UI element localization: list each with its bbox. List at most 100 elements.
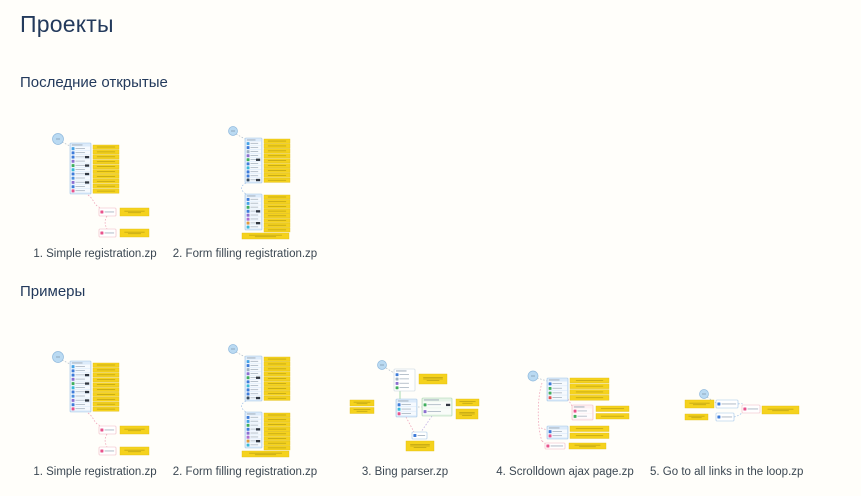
action-text-line bbox=[250, 206, 259, 208]
note-text-line bbox=[267, 155, 287, 157]
project-label: 1. Simple registration.zp bbox=[33, 248, 157, 260]
action-text-line bbox=[250, 146, 259, 148]
action-icon bbox=[246, 427, 250, 431]
action-icon bbox=[71, 386, 75, 390]
action-icon bbox=[71, 373, 75, 377]
project-card-example-1[interactable]: 1. Simple registration.zp bbox=[20, 333, 170, 479]
note-text-line bbox=[267, 229, 287, 231]
action-chip bbox=[256, 428, 261, 431]
action-text-line bbox=[75, 404, 85, 405]
action-text-line bbox=[250, 381, 259, 382]
section-heading-recent: Последние открытые bbox=[20, 74, 168, 91]
note-text-line bbox=[267, 160, 287, 161]
start-node-label-line bbox=[380, 364, 384, 366]
action-text-line bbox=[75, 148, 85, 149]
panel-header-line bbox=[247, 357, 256, 359]
action-text-line bbox=[75, 399, 85, 401]
project-card-recent-2[interactable]: 2. Form filling registration.zp bbox=[170, 115, 320, 261]
action-icon bbox=[246, 380, 250, 384]
note-text-line bbox=[96, 408, 116, 410]
note-text-line bbox=[267, 165, 287, 166]
action-icon bbox=[246, 166, 250, 170]
action-icon bbox=[71, 382, 75, 385]
action-icon bbox=[71, 185, 75, 189]
action-text-line bbox=[250, 416, 259, 418]
note-text-line bbox=[267, 170, 287, 171]
project-thumbnail bbox=[52, 133, 150, 238]
note-text-line bbox=[267, 393, 287, 394]
project-card-recent-1[interactable]: 1. Simple registration.zp bbox=[20, 115, 170, 261]
action-text-line bbox=[250, 175, 259, 177]
sticky-note bbox=[119, 425, 150, 435]
action-text-line bbox=[104, 211, 115, 213]
panel-header-line bbox=[247, 195, 256, 197]
note-text-line bbox=[575, 380, 604, 381]
action-icon bbox=[246, 435, 250, 439]
sticky-note bbox=[349, 399, 375, 407]
note-text-line bbox=[124, 449, 145, 451]
note-text-line bbox=[267, 140, 287, 142]
action-icon bbox=[395, 386, 399, 390]
action-icon bbox=[246, 174, 250, 178]
action-icon bbox=[246, 142, 250, 145]
action-text-line bbox=[250, 377, 259, 378]
action-text-line bbox=[399, 374, 409, 375]
action-icon bbox=[71, 180, 75, 184]
action-icon bbox=[246, 205, 250, 209]
action-icon bbox=[246, 225, 250, 229]
action-icon bbox=[246, 178, 250, 182]
note-text-line bbox=[127, 233, 142, 235]
note-text-line bbox=[96, 389, 116, 390]
panel-header-line bbox=[398, 400, 409, 402]
project-card-example-3[interactable]: 3. Bing parser.zp bbox=[330, 333, 480, 479]
note-text-line bbox=[353, 401, 371, 403]
action-icon bbox=[246, 158, 250, 162]
action-text-line bbox=[250, 222, 259, 224]
note-text-line bbox=[459, 412, 475, 413]
note-text-line bbox=[96, 185, 116, 187]
section-recent: Последние открытые 1. Simple registratio… bbox=[20, 73, 861, 261]
note-text-line bbox=[574, 444, 601, 446]
action-icon bbox=[246, 419, 250, 423]
action-chip bbox=[256, 221, 261, 225]
action-text-line bbox=[75, 181, 85, 183]
action-text-line bbox=[75, 391, 85, 393]
action-text-line bbox=[250, 163, 259, 164]
action-icon bbox=[413, 434, 417, 437]
action-text-line bbox=[104, 429, 115, 431]
action-text-line bbox=[250, 397, 259, 399]
connector-line bbox=[405, 416, 415, 433]
project-label: 3. Bing parser.zp bbox=[361, 466, 449, 478]
note-text-line bbox=[249, 234, 282, 236]
action-icon bbox=[71, 176, 75, 180]
action-text-line bbox=[250, 218, 259, 220]
project-thumbnail bbox=[527, 370, 630, 450]
action-text-line bbox=[552, 392, 562, 394]
action-icon bbox=[548, 434, 552, 438]
note-text-line bbox=[96, 364, 116, 366]
note-text-line bbox=[124, 428, 145, 430]
note-text-line bbox=[96, 180, 116, 182]
note-text-line bbox=[124, 210, 145, 212]
project-card-example-5[interactable]: 5. Go to all links in the loop.zp bbox=[650, 333, 803, 479]
action-icon bbox=[71, 164, 75, 167]
note-text-line bbox=[688, 415, 705, 417]
action-chip bbox=[256, 158, 261, 161]
note-text-line bbox=[459, 413, 475, 415]
connector-line bbox=[733, 411, 744, 418]
action-text-line bbox=[250, 142, 259, 144]
sticky-note bbox=[241, 232, 290, 240]
action-chip bbox=[85, 172, 90, 176]
note-text-line bbox=[96, 394, 116, 395]
action-chip bbox=[85, 382, 90, 385]
action-text-line bbox=[250, 151, 259, 152]
action-icon bbox=[395, 377, 399, 381]
project-card-example-4[interactable]: 4. Scrolldown ajax page.zp bbox=[490, 333, 640, 479]
project-card-example-2[interactable]: 2. Form filling registration.zp bbox=[170, 333, 320, 479]
action-text-line bbox=[250, 360, 259, 362]
action-text-line bbox=[250, 364, 259, 366]
action-icon bbox=[71, 398, 75, 402]
action-text-line bbox=[250, 214, 259, 216]
note-text-line bbox=[575, 391, 604, 393]
start-node-label-line bbox=[56, 138, 60, 140]
